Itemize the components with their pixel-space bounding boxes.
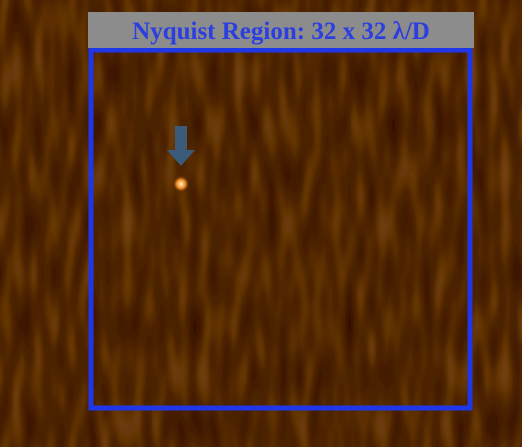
title: Nyquist Region: 32 x 32 λ/D xyxy=(132,18,430,45)
dark-hole xyxy=(95,52,268,406)
speckle-image: Nyquist Region: 32 x 32 λ/D xyxy=(0,0,522,447)
planet-spot xyxy=(172,175,190,193)
page: {"title": "Nyquist Region: 32 x 32 λ/D"} xyxy=(0,0,522,447)
bright-speckle-region xyxy=(268,52,470,406)
